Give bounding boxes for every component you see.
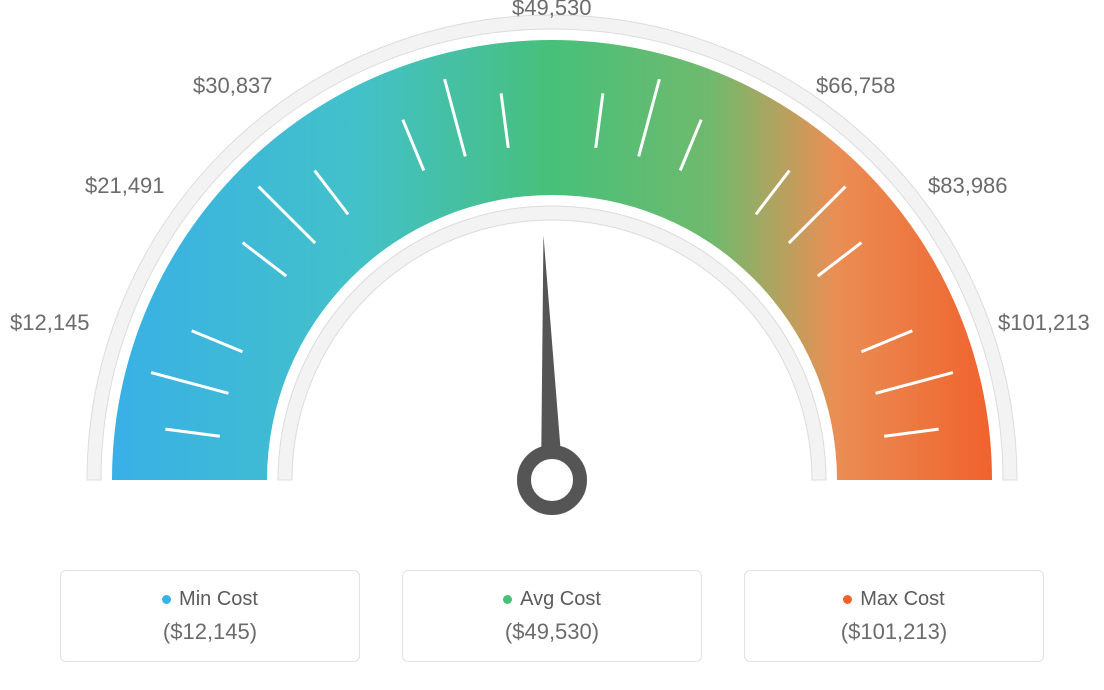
gauge-tick-label: $21,491 xyxy=(85,173,165,199)
legend-value-min: ($12,145) xyxy=(163,619,257,645)
legend-card-min: Min Cost ($12,145) xyxy=(60,570,360,662)
legend-value-avg: ($49,530) xyxy=(505,619,599,645)
legend-value-max: ($101,213) xyxy=(841,619,947,645)
gauge-tick-label: $12,145 xyxy=(10,310,90,336)
gauge-tick-label: $83,986 xyxy=(928,173,1008,199)
legend-card-max: Max Cost ($101,213) xyxy=(744,570,1044,662)
gauge-svg xyxy=(0,0,1104,550)
gauge-tick-label: $49,530 xyxy=(512,0,592,21)
gauge-tick-label: $66,758 xyxy=(816,73,896,99)
gauge-tick-label: $101,213 xyxy=(998,310,1090,336)
legend-title-text: Max Cost xyxy=(860,588,944,611)
legend-title-max: Max Cost xyxy=(843,588,944,611)
legend-title-text: Avg Cost xyxy=(520,588,601,611)
legend-row: Min Cost ($12,145) Avg Cost ($49,530) Ma… xyxy=(0,570,1104,662)
dot-icon xyxy=(503,595,512,604)
legend-title-min: Min Cost xyxy=(162,588,258,611)
gauge-tick-label: $30,837 xyxy=(193,73,273,99)
gauge-chart: $12,145 $21,491 $30,837 $49,530 $66,758 $83,9… xyxy=(0,0,1104,550)
dot-icon xyxy=(843,595,852,604)
legend-title-avg: Avg Cost xyxy=(503,588,601,611)
legend-title-text: Min Cost xyxy=(179,588,258,611)
dot-icon xyxy=(162,595,171,604)
legend-card-avg: Avg Cost ($49,530) xyxy=(402,570,702,662)
